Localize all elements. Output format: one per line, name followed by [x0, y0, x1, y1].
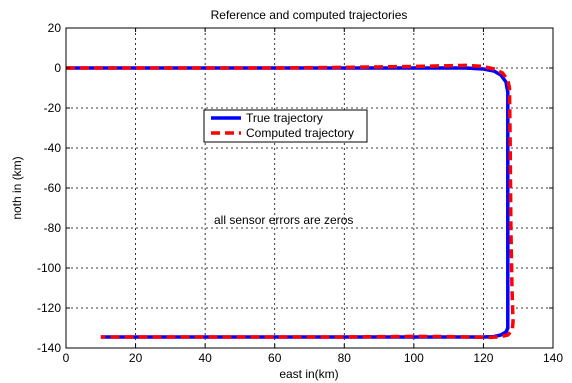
- x-tick-label: 100: [404, 351, 424, 365]
- grid-lines: [66, 28, 553, 348]
- y-tick-label: 0: [54, 61, 61, 75]
- x-tick-label: 20: [129, 351, 143, 365]
- x-tick-label: 40: [198, 351, 212, 365]
- y-tick-label: 20: [48, 21, 62, 35]
- y-tick-label: -100: [37, 261, 61, 275]
- legend-label-true-trajectory: True trajectory: [246, 111, 323, 125]
- x-tick-label: 80: [338, 351, 352, 365]
- x-tick-label: 140: [543, 351, 563, 365]
- y-tick-label: -60: [44, 181, 62, 195]
- y-tick-label: -140: [37, 341, 61, 355]
- x-axis-label: east in(km): [279, 367, 338, 381]
- x-tick-label: 120: [473, 351, 493, 365]
- series-line-computed-trajectory: [66, 63, 515, 340]
- y-tick-label: -80: [44, 221, 62, 235]
- y-axis-label: noth in (km): [10, 156, 24, 219]
- series-lines: [66, 63, 515, 340]
- y-tick-label: -120: [37, 301, 61, 315]
- y-tick-labels: 20 0 -20 -40 -60 -80 -100 -120 -140: [37, 21, 61, 355]
- legend-box: [203, 109, 368, 143]
- legend: True trajectory Computed trajectory: [203, 109, 368, 143]
- plot-area: [66, 28, 553, 348]
- axis-ticks: [65, 27, 554, 349]
- x-tick-label: 60: [268, 351, 282, 365]
- annotation-text: all sensor errors are zeros: [214, 213, 353, 227]
- y-tick-label: -20: [44, 101, 62, 115]
- chart-title: Reference and computed trajectories: [211, 8, 408, 22]
- y-tick-label: -40: [44, 141, 62, 155]
- legend-label-computed-trajectory: Computed trajectory: [246, 126, 354, 140]
- x-tick-label: 0: [63, 351, 70, 365]
- x-tick-labels: 0 20 40 60 80 100 120 140: [63, 351, 564, 365]
